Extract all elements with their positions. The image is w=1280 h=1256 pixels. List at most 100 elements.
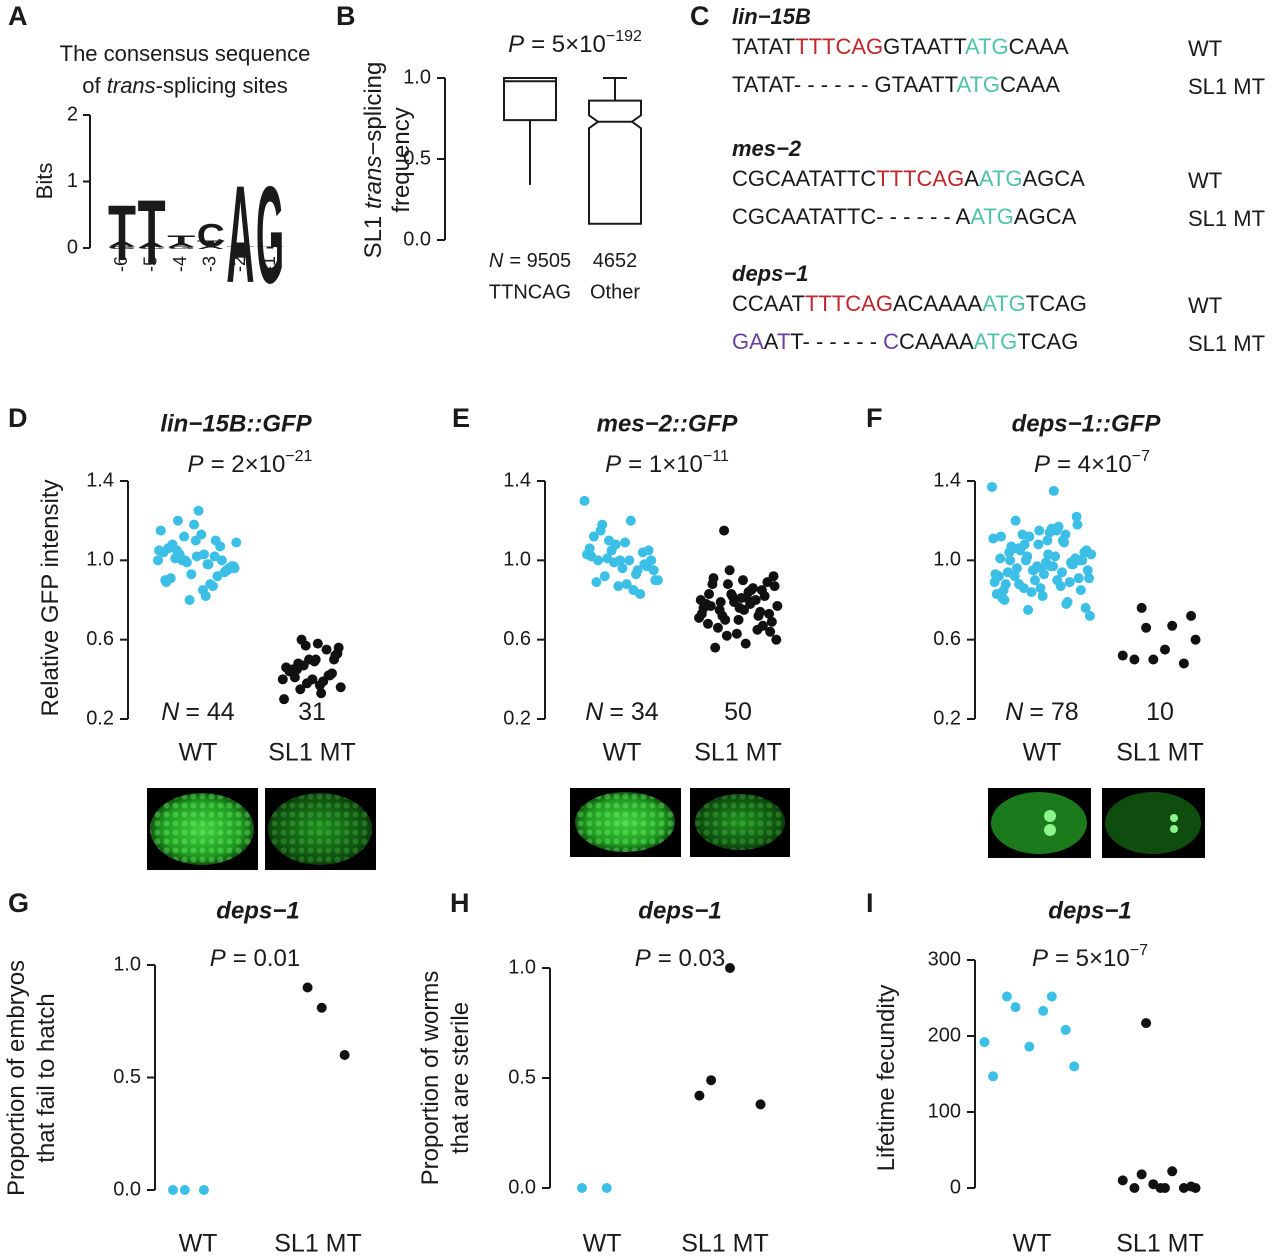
logo-letter: T: [108, 190, 136, 277]
text-part: P: [188, 451, 204, 478]
sequence: CGCAATATTCTTTCAGAATGAGCA: [732, 166, 1085, 191]
row-label: SL1 MT: [1188, 206, 1265, 231]
n-label: 4652: [593, 250, 638, 272]
panel-label: G: [8, 888, 29, 918]
text-part: TATAT- - - - - - GTAATT: [732, 72, 958, 97]
dot: [1035, 583, 1046, 594]
text-part: = 5×10: [1055, 945, 1130, 972]
panel-label: H: [450, 888, 470, 918]
y-tick-label: 1.0: [508, 956, 536, 978]
n-label: N = 34: [585, 698, 659, 726]
dot: [203, 559, 214, 570]
dot: [979, 1037, 990, 1048]
sequence: CGCAATATTC- - - - - - AATGAGCA: [732, 204, 1077, 229]
nucleus: [1170, 814, 1178, 822]
dot: [988, 1071, 999, 1082]
x-tick-label: -1: [259, 256, 279, 272]
text-part: T- - - - - -: [790, 329, 883, 354]
embryo: [1105, 792, 1201, 854]
dot: [1048, 485, 1059, 496]
dot: [312, 638, 323, 649]
text-part: of: [82, 73, 106, 98]
y-tick-label: 0.0: [508, 1176, 536, 1198]
y-axis-label: Proportion of worms: [417, 971, 444, 1186]
dot: [1051, 525, 1062, 536]
dot: [1167, 1166, 1178, 1177]
text-part: TCAG: [1017, 329, 1078, 354]
dot: [595, 525, 606, 536]
dot: [229, 563, 240, 574]
y-axis-label: that fail to hatch: [33, 993, 60, 1162]
y-tick-label: 200: [928, 1024, 961, 1046]
text-part: 10: [1146, 698, 1174, 726]
dot: [1186, 610, 1197, 621]
dot: [715, 596, 726, 607]
text-part: ATG: [979, 166, 1023, 191]
dot: [314, 680, 325, 691]
y-tick-label: 1.0: [503, 549, 531, 571]
dot: [755, 1099, 766, 1110]
text-part: A: [764, 329, 779, 354]
row-label: WT: [1188, 168, 1222, 193]
text-part: ACAAAA: [893, 291, 983, 316]
p-value: P = 2×10−21: [188, 448, 313, 478]
nucleus: [1044, 824, 1056, 836]
dot: [652, 575, 663, 586]
logo-letter: A: [226, 157, 254, 312]
dot: [593, 555, 604, 566]
p-value: P = 0.01: [210, 945, 300, 972]
dot: [1129, 1183, 1140, 1193]
dot: [1117, 1175, 1128, 1186]
logo-letter: A: [167, 242, 195, 248]
dot: [316, 1002, 327, 1013]
panel-label: C: [690, 1, 710, 31]
dot: [1023, 604, 1034, 615]
panel-label: D: [8, 403, 28, 433]
dot: [323, 670, 334, 681]
dot: [329, 654, 340, 665]
dot: [335, 682, 346, 693]
dot: [617, 563, 628, 574]
text-part: = 34: [609, 698, 658, 726]
embryo-cells: [575, 792, 675, 852]
dot: [1148, 654, 1159, 665]
text-part: ATG: [982, 291, 1026, 316]
dot: [1190, 634, 1201, 645]
panel-label: F: [866, 403, 883, 433]
text-part: CAAA: [1009, 34, 1069, 59]
text-part: = 1×10: [628, 451, 703, 478]
dot: [186, 569, 197, 580]
logo-letter: C: [138, 246, 166, 250]
dot: [179, 1185, 190, 1195]
dot: [1036, 563, 1047, 574]
dot: [1072, 519, 1083, 530]
dot: [584, 543, 595, 554]
y-axis-label: that are sterile: [447, 1002, 474, 1154]
text-part: −192: [606, 28, 642, 45]
dot: [1018, 583, 1029, 594]
dot: [1011, 563, 1022, 574]
dot: [200, 591, 211, 602]
dot: [1129, 654, 1140, 665]
text-part: TTTCAG: [876, 166, 964, 191]
dot: [1178, 658, 1189, 669]
x-tick-label: WT: [1023, 739, 1062, 767]
text-part: 31: [298, 698, 326, 726]
dot: [706, 1075, 717, 1086]
logo-letter: T: [197, 239, 225, 249]
text-part: ATG: [970, 204, 1014, 229]
dot: [588, 531, 599, 542]
dot: [1086, 549, 1097, 560]
dot: [1075, 555, 1086, 566]
sequence: GAATT- - - - - - CCAAAAATGTCAG: [732, 329, 1078, 354]
dot: [620, 537, 631, 548]
logo-letter: C: [197, 217, 225, 253]
text-part: N: [161, 698, 180, 726]
row-label: WT: [1188, 36, 1222, 61]
dot: [694, 1090, 705, 1101]
logo-letter: G: [167, 246, 195, 250]
x-tick-label: TTNCAG: [489, 281, 571, 303]
text-part: A: [964, 166, 979, 191]
dot: [1073, 573, 1084, 584]
